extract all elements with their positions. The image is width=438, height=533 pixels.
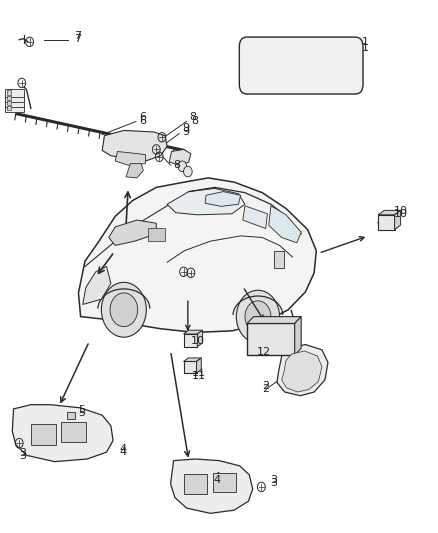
Bar: [184, 334, 198, 346]
Text: 4: 4: [120, 447, 127, 457]
Polygon shape: [378, 211, 401, 215]
Text: 1: 1: [362, 43, 369, 53]
Polygon shape: [102, 131, 167, 161]
Polygon shape: [184, 358, 201, 361]
Polygon shape: [126, 164, 143, 178]
Circle shape: [236, 290, 279, 343]
Polygon shape: [282, 351, 322, 392]
Text: 11: 11: [192, 368, 206, 378]
Polygon shape: [277, 344, 328, 395]
Bar: [67, 412, 74, 419]
Text: 8: 8: [173, 160, 181, 169]
Bar: [184, 474, 207, 494]
Text: 8: 8: [190, 112, 197, 122]
Text: 12: 12: [257, 344, 271, 354]
Polygon shape: [115, 151, 145, 165]
Text: 5: 5: [78, 408, 85, 418]
Text: 7: 7: [74, 30, 81, 41]
Text: 3: 3: [270, 478, 277, 488]
Bar: [7, 95, 11, 100]
Polygon shape: [167, 189, 245, 215]
Polygon shape: [170, 459, 253, 513]
Text: 8: 8: [173, 156, 181, 166]
Polygon shape: [109, 220, 156, 245]
Circle shape: [178, 161, 187, 172]
Bar: [378, 215, 395, 230]
Text: 10: 10: [394, 209, 408, 219]
Text: 8: 8: [191, 116, 198, 126]
Bar: [184, 361, 197, 373]
Bar: [274, 251, 284, 268]
Polygon shape: [184, 330, 202, 334]
Bar: [212, 473, 236, 492]
Bar: [31, 424, 56, 445]
Bar: [7, 106, 11, 110]
Text: 4: 4: [214, 472, 221, 482]
Text: 11: 11: [192, 371, 206, 381]
Bar: [5, 99, 25, 107]
Text: 9: 9: [182, 127, 189, 137]
Polygon shape: [197, 358, 201, 373]
Polygon shape: [198, 330, 202, 346]
Polygon shape: [83, 266, 111, 304]
Circle shape: [184, 166, 192, 177]
Polygon shape: [269, 206, 301, 243]
Text: 1: 1: [362, 37, 369, 47]
Bar: [5, 94, 25, 102]
Circle shape: [101, 282, 146, 337]
Bar: [61, 422, 86, 442]
Text: 6: 6: [139, 112, 146, 122]
Text: 6: 6: [139, 116, 146, 126]
Text: 2: 2: [262, 381, 269, 391]
Text: 4: 4: [120, 444, 127, 454]
Text: 10: 10: [191, 336, 205, 346]
Polygon shape: [12, 405, 113, 462]
Text: 2: 2: [262, 384, 269, 394]
Text: 3: 3: [270, 475, 277, 484]
Bar: [5, 104, 25, 112]
Text: 9: 9: [182, 123, 189, 133]
Text: 12: 12: [257, 347, 271, 357]
Polygon shape: [247, 317, 301, 324]
Bar: [7, 90, 11, 94]
Polygon shape: [205, 191, 240, 206]
Bar: [5, 89, 25, 96]
FancyBboxPatch shape: [239, 37, 363, 94]
Polygon shape: [243, 206, 268, 229]
Text: 7: 7: [74, 34, 81, 44]
Text: 5: 5: [78, 405, 85, 415]
Polygon shape: [295, 317, 301, 355]
Polygon shape: [78, 178, 316, 333]
Text: 4: 4: [214, 475, 221, 485]
Text: 3: 3: [19, 451, 26, 462]
Bar: [247, 324, 295, 355]
Text: 10: 10: [189, 334, 203, 343]
Text: 10: 10: [394, 206, 408, 216]
Circle shape: [245, 301, 271, 333]
Polygon shape: [395, 211, 401, 230]
Bar: [148, 228, 165, 241]
Polygon shape: [169, 149, 191, 165]
Text: 3: 3: [19, 448, 26, 458]
Circle shape: [110, 293, 138, 327]
Bar: [7, 101, 11, 105]
